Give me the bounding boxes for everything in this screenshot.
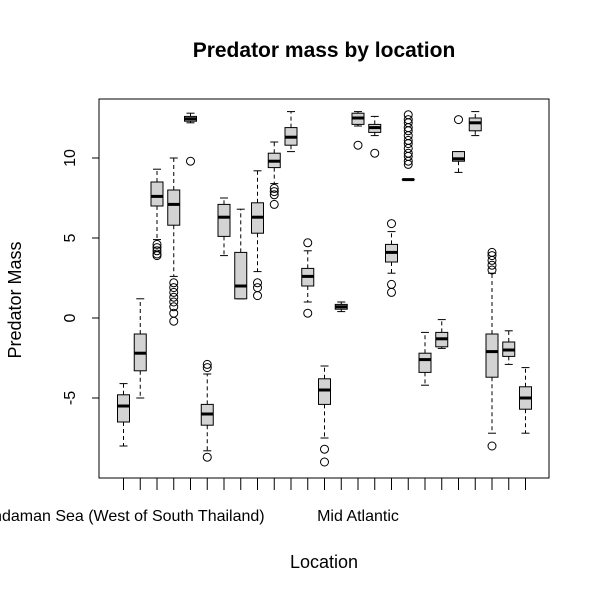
outlier-point (202, 363, 212, 373)
box-13 (318, 365, 331, 467)
outlier-point (320, 444, 329, 454)
outlier-point (253, 283, 262, 293)
box-body (485, 333, 499, 378)
outlier-point (387, 279, 396, 289)
outlier-point (403, 148, 413, 158)
box-9 (251, 170, 264, 301)
x-tick-label: Andaman Sea (West of South Thailand) (0, 508, 265, 525)
box-body (468, 117, 482, 132)
y-axis: -5 0 5 10 (62, 149, 100, 405)
box-body (234, 251, 248, 300)
outlier-point (387, 287, 396, 297)
outlier-point (169, 292, 179, 302)
box-body (318, 378, 331, 405)
outlier-point (169, 297, 179, 307)
outlier-point (269, 199, 279, 209)
x-tick-label: Mid Atlantic (317, 508, 399, 525)
box-16 (368, 115, 382, 158)
chart-title: Predator mass by location (193, 39, 456, 62)
box-24 (502, 330, 516, 365)
outlier-point (403, 115, 413, 125)
box-6 (200, 359, 214, 462)
box-body (452, 151, 465, 162)
y-tick-label: -5 (62, 391, 79, 405)
outlier-point (403, 131, 413, 141)
box-4 (167, 157, 181, 326)
outlier-point (169, 302, 179, 312)
outlier-point (303, 308, 313, 318)
box-20 (435, 319, 449, 349)
box-23 (485, 247, 499, 451)
outlier-point (487, 260, 497, 270)
box-2 (133, 298, 147, 399)
y-tick-label: 5 (62, 233, 79, 242)
outlier-point (387, 219, 396, 229)
outlier-point (487, 251, 497, 261)
box-14 (334, 301, 348, 313)
outlier-point (487, 255, 497, 265)
box-3 (150, 168, 164, 261)
outlier-point (152, 239, 162, 249)
box-5 (184, 112, 197, 166)
boxes (117, 110, 532, 467)
outlier-point (186, 156, 195, 166)
outlier-point (202, 359, 212, 369)
box-8 (234, 208, 248, 300)
outlier-point (403, 143, 413, 153)
box-body (167, 189, 181, 226)
outlier-point (152, 251, 162, 261)
y-axis-label: Predator Mass (5, 241, 25, 358)
box-7 (217, 197, 231, 257)
box-body (418, 352, 432, 373)
outlier-point (403, 135, 413, 145)
outlier-point (253, 291, 262, 301)
outlier-point (169, 283, 179, 293)
outlier-point (353, 140, 363, 150)
outlier-point (253, 278, 262, 288)
box-22 (468, 111, 482, 137)
outlier-point (169, 316, 179, 326)
box-19 (418, 331, 432, 386)
box-1 (117, 383, 130, 447)
outlier-point (487, 265, 497, 275)
box-21 (452, 115, 465, 173)
outlier-point (403, 110, 413, 120)
outlier-point (320, 457, 329, 467)
outlier-point (454, 115, 463, 125)
outlier-point (487, 247, 497, 257)
box-12 (301, 238, 315, 318)
outlier-point (370, 148, 380, 158)
box-17 (385, 219, 398, 297)
box-18 (401, 110, 415, 182)
box-body (117, 394, 130, 423)
outlier-point (152, 246, 162, 256)
outlier-point (303, 238, 313, 248)
outlier-point (487, 441, 497, 451)
y-tick-label: 10 (62, 149, 79, 167)
outlier-point (269, 183, 279, 193)
box-25 (519, 367, 532, 434)
x-axis: Andaman Sea (West of South Thailand) Mid … (0, 477, 526, 525)
outlier-point (269, 190, 279, 200)
y-tick-label: 0 (62, 313, 79, 322)
box-11 (284, 111, 298, 153)
x-axis-label: Location (290, 552, 358, 572)
box-body (150, 181, 164, 207)
outlier-point (269, 187, 279, 197)
outlier-point (169, 278, 179, 288)
box-15 (351, 111, 365, 150)
box-body (217, 203, 231, 237)
box-10 (267, 141, 281, 209)
outlier-point (169, 287, 179, 297)
outlier-point (202, 452, 212, 462)
